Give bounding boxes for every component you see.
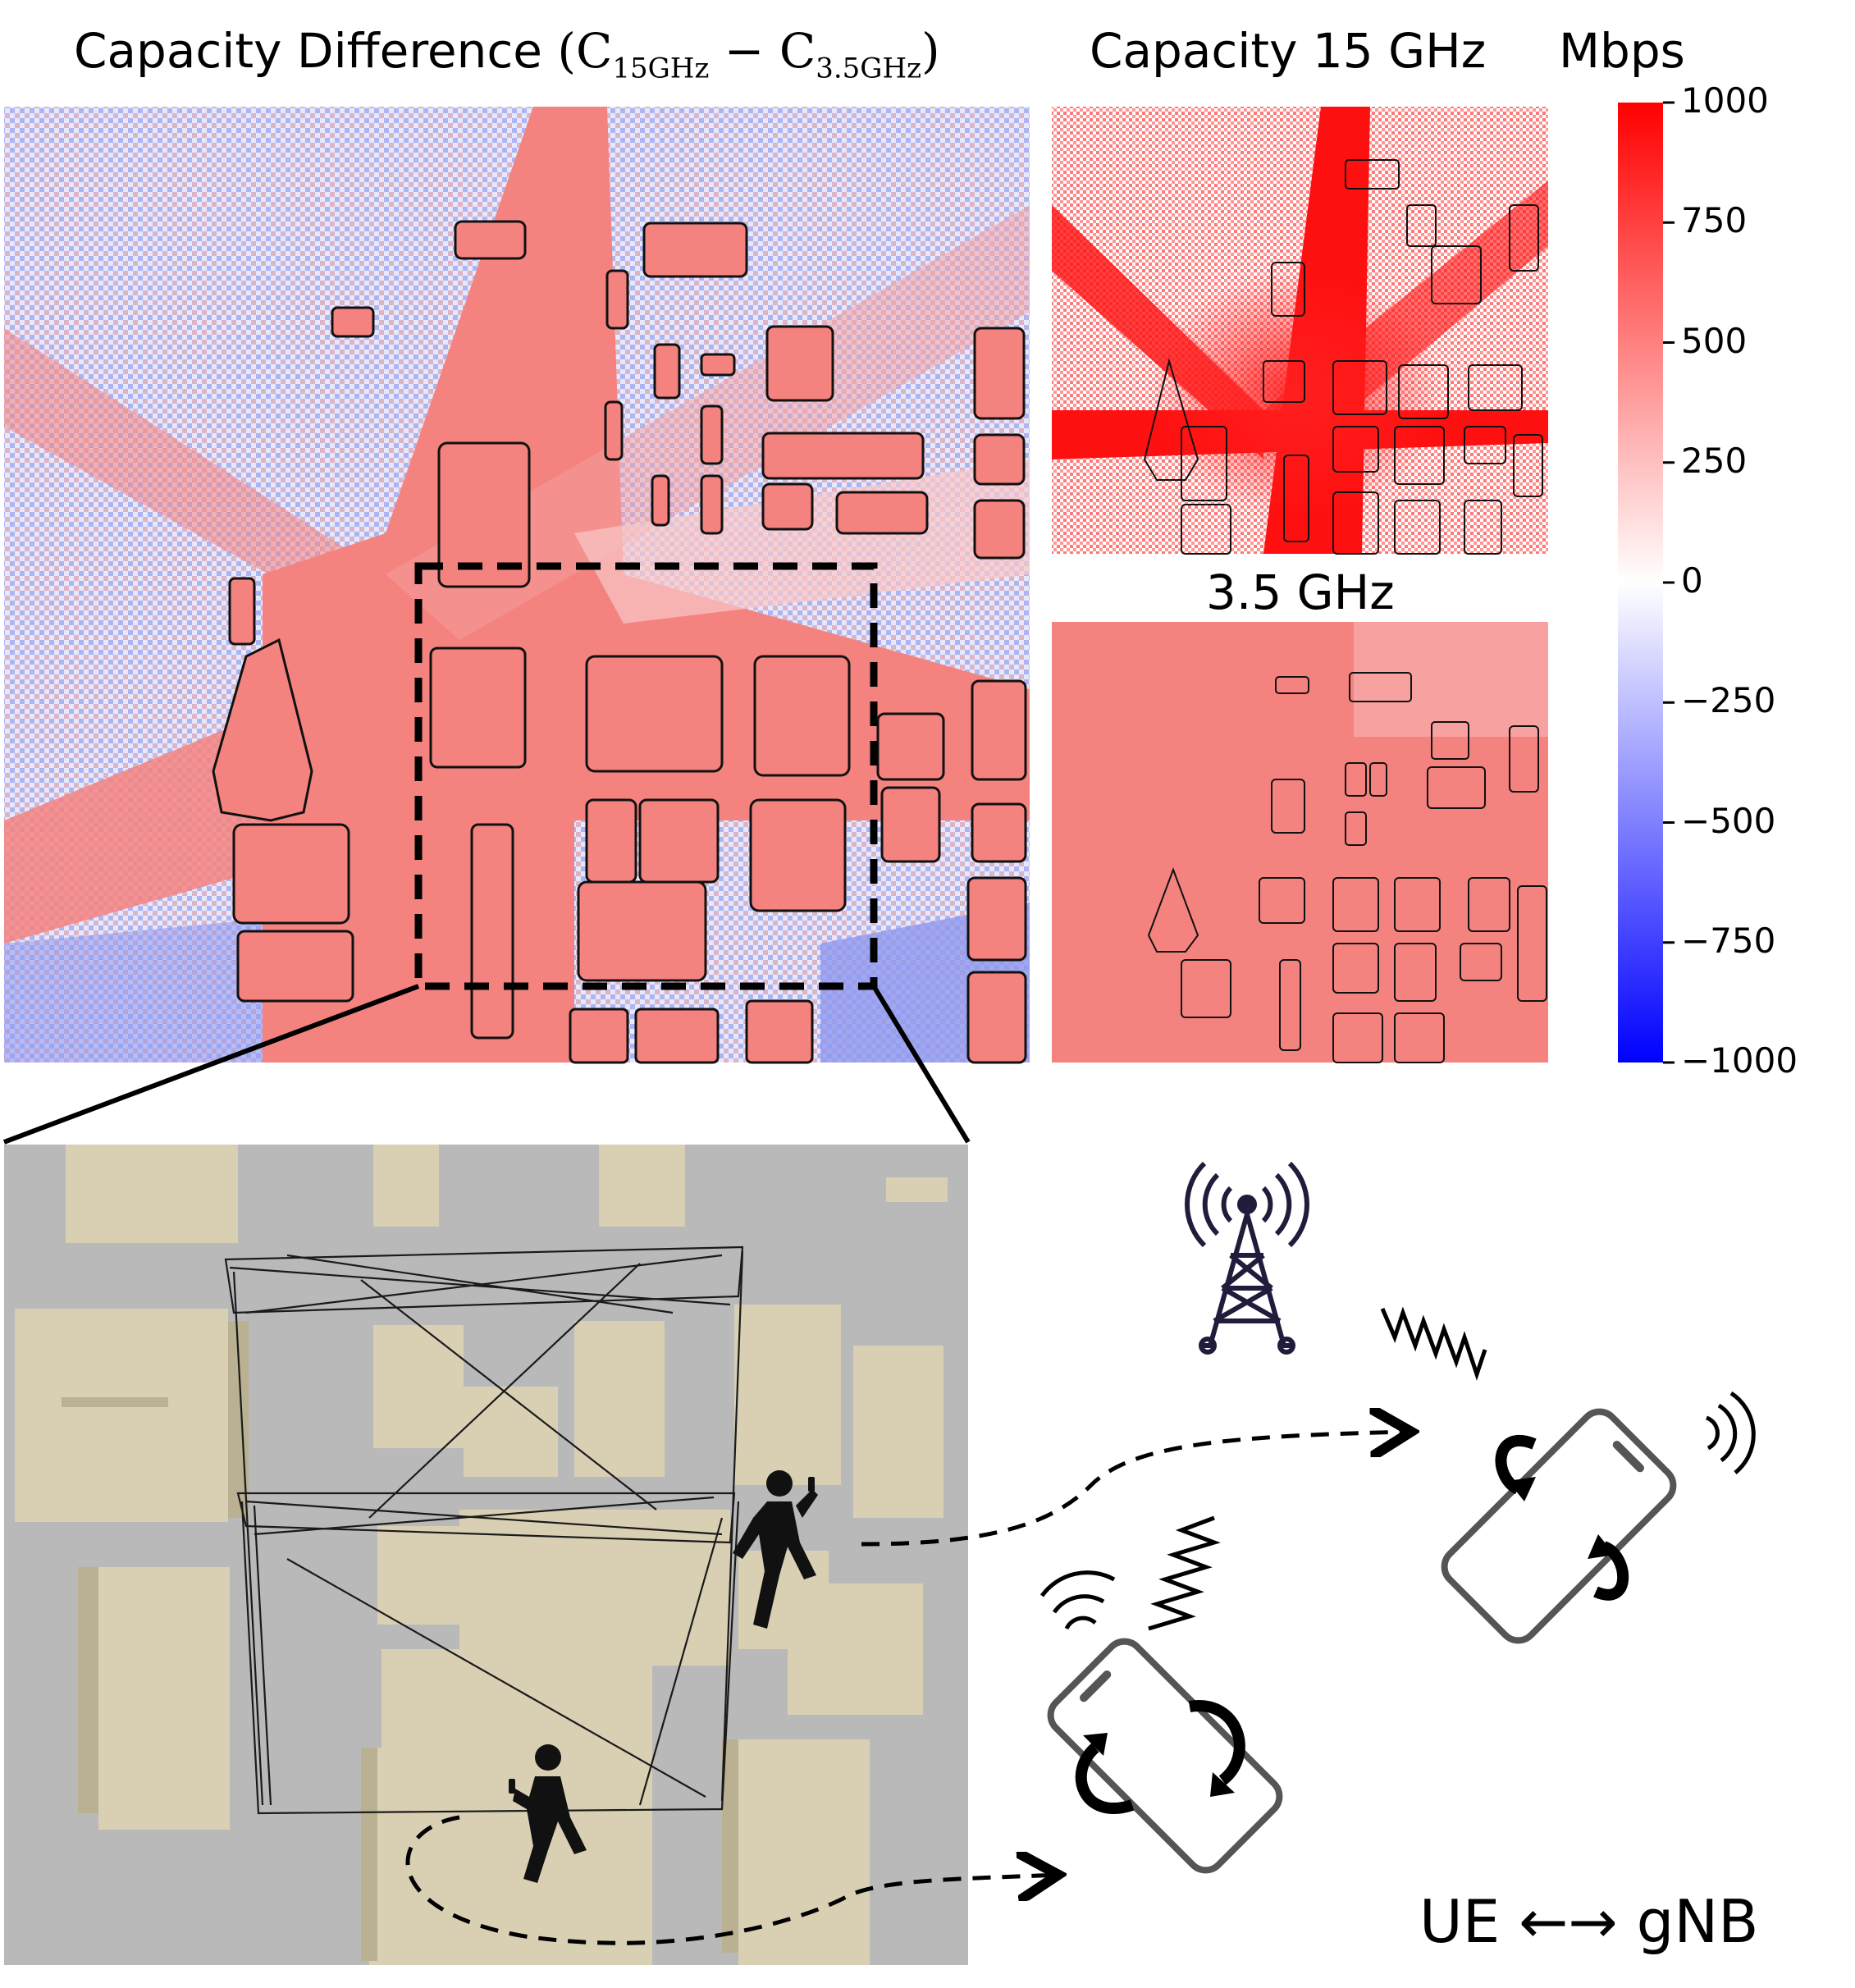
capacity-15ghz-title: Capacity 15 GHz [1090, 23, 1487, 79]
colorbar-tick-label: 0 [1681, 560, 1703, 601]
signal-wave-icon-1 [1380, 1306, 1487, 1381]
pedestrian-icon-1 [733, 1470, 818, 1629]
capacity-15ghz-heatmap [1052, 107, 1548, 555]
ue-gnb-link-label: UE ←→ gNB [1419, 1887, 1759, 1956]
smartphone-icon-1 [1441, 1408, 1677, 1644]
building-shadows [62, 1321, 738, 1961]
colorbar [1618, 101, 1675, 1064]
building-blocks [15, 1145, 948, 1965]
colorbar-tick-label: −500 [1681, 800, 1776, 841]
zoom-region-box [414, 562, 878, 990]
capacity-3-5ghz-title: 3.5 GHz [1206, 564, 1395, 620]
ue-trajectories [224, 1245, 744, 1815]
smartphone-icon-2 [1047, 1638, 1283, 1874]
zoom-connector-right [871, 985, 971, 1144]
ue1-motion-arrow [861, 1432, 1411, 1547]
signal-wave-icon-2 [1148, 1515, 1221, 1631]
units-label: Mbps [1559, 23, 1685, 79]
signal-arcs-icon-2 [1039, 1570, 1116, 1630]
ue2-motion-arrow [405, 1815, 1058, 1945]
capacity-3-5ghz-heatmap [1052, 622, 1548, 1063]
zoomed-city-view [4, 1145, 968, 1965]
colorbar-tick-label: 750 [1681, 200, 1748, 241]
colorbar-tick-label: 250 [1681, 440, 1748, 481]
colorbar-tick-label: 500 [1681, 320, 1748, 361]
rotation-arrow-icon-2 [1075, 1700, 1245, 1814]
capacity-difference-heatmap [4, 107, 1030, 1064]
capacity-difference-title: Capacity Difference (C15GHz − C3.5GHz) [74, 23, 940, 85]
colorbar-tick-label: −1000 [1681, 1040, 1798, 1081]
pedestrian-icon-2 [509, 1744, 587, 1883]
cell-tower-icon [1184, 1161, 1310, 1355]
zoom-connector-left [2, 984, 420, 1145]
colorbar-tick-label: 1000 [1681, 80, 1769, 121]
colorbar-tick-label: −250 [1681, 680, 1776, 721]
signal-arcs-icon-1 [1706, 1391, 1756, 1474]
colorbar-tick-label: −750 [1681, 920, 1776, 961]
